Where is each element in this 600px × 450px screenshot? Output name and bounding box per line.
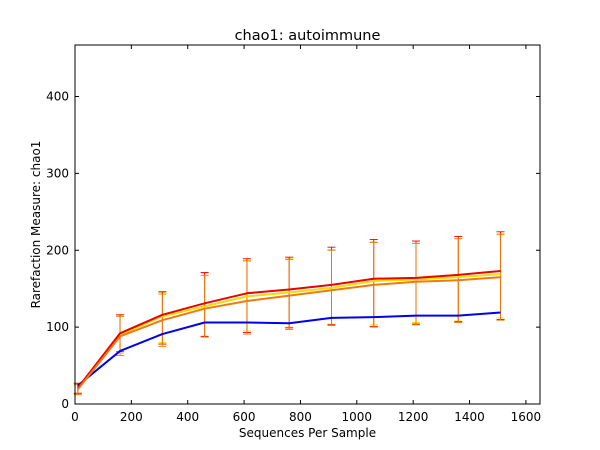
x-tick-label: 800 — [289, 410, 312, 424]
series-line-4 — [77, 276, 501, 391]
x-tick-label: 1600 — [511, 410, 542, 424]
series-layer — [73, 231, 505, 396]
y-tick-label: 200 — [46, 243, 69, 257]
x-tick-label: 1400 — [454, 410, 485, 424]
y-tick-label: 400 — [46, 90, 69, 104]
x-tick-label: 1200 — [398, 410, 429, 424]
ticks-layer: 0 200 400 600 800 1000 1200 1400 1600 0 100 200 300 4… — [46, 45, 541, 424]
x-tick-label: 1000 — [342, 410, 373, 424]
x-tick-label: 400 — [176, 410, 199, 424]
y-axis-label: Rarefaction Measure: chao1 — [29, 141, 43, 309]
series-line-3 — [77, 270, 501, 389]
x-tick-label: 600 — [233, 410, 256, 424]
axes-frame — [74, 44, 541, 405]
series-line-1 — [77, 273, 501, 390]
series-line-2 — [77, 311, 501, 387]
y-tick-label: 100 — [46, 320, 69, 334]
y-tick-label: 0 — [61, 397, 69, 411]
x-tick-label: 200 — [120, 410, 143, 424]
chart-title: chao1: autoimmune — [235, 28, 381, 44]
x-tick-label: 0 — [71, 410, 79, 424]
x-axis-label: Sequences Per Sample — [239, 426, 376, 440]
y-tick-label: 300 — [46, 166, 69, 180]
